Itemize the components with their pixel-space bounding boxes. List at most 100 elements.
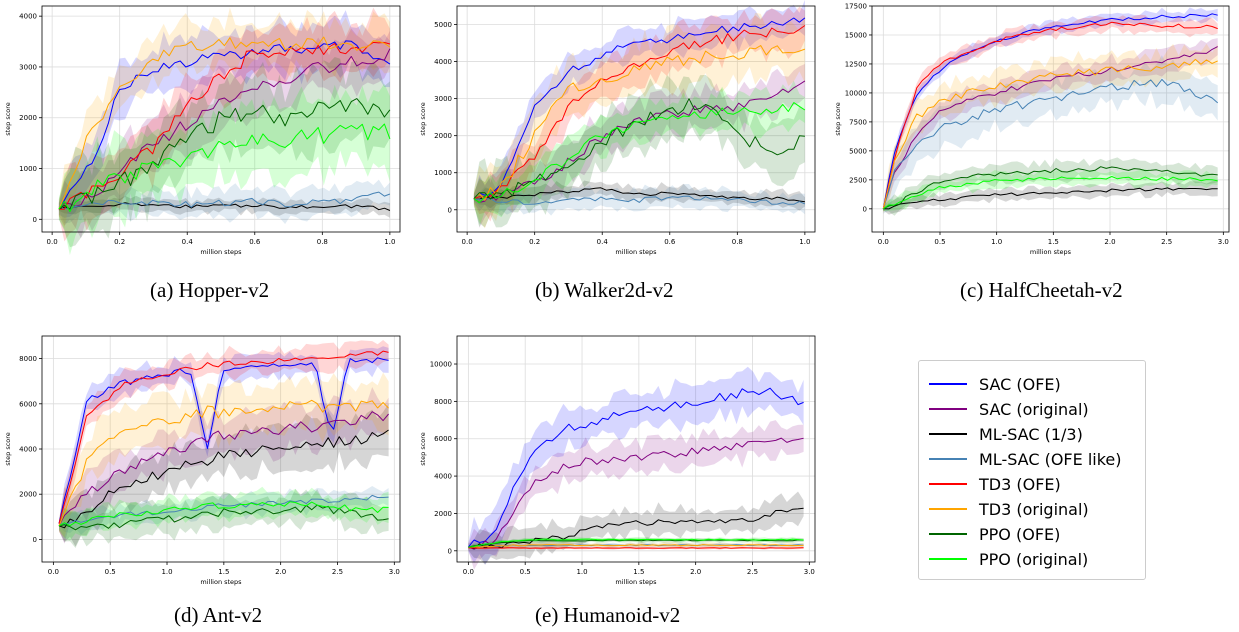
series-line-td3-original	[58, 399, 389, 526]
y-axis-label: step score	[419, 102, 427, 136]
x-tick-label: 1.0	[799, 238, 810, 246]
series-band-sac-ofe	[468, 366, 804, 565]
series-line-sac-original	[468, 437, 804, 550]
x-tick-label: 0.5	[520, 568, 531, 576]
x-tick-label: 2.0	[1104, 238, 1115, 246]
series-line-ppo-ofe	[883, 166, 1218, 210]
series-band-ml-sac-ofe-like	[473, 184, 805, 216]
y-axis-label: step score	[419, 432, 427, 466]
series-band-ml-sac-ofe-like	[883, 55, 1218, 214]
series-band-ml-sac-ofe-like	[58, 179, 390, 224]
series-band-td3-original	[59, 372, 389, 538]
series-line-td3-original	[468, 544, 804, 548]
y-tick-label: 17500	[845, 3, 867, 11]
x-tick-label: 1.0	[991, 238, 1002, 246]
series-line-ppo-original	[473, 102, 806, 204]
y-tick-label: 2000	[19, 114, 37, 122]
x-axis-label: million steps	[200, 578, 242, 586]
legend-item: TD3 (OFE)	[929, 473, 1061, 495]
y-tick-label: 3000	[434, 95, 452, 103]
series-band-td3-ofe	[473, 6, 805, 222]
y-tick-label: 10000	[430, 361, 452, 369]
x-tick-label: 3.0	[389, 568, 400, 576]
chart-humanoid-svg: 0.0 0.5 1.0 1.5 2.0 2.5 3.0 0 2000 4000 6000 8000 10…	[419, 335, 816, 586]
legend: SAC (OFE) SAC (original) ML-SAC (1/3) ML…	[918, 360, 1146, 580]
legend-label: SAC (original)	[979, 399, 1089, 419]
y-tick-label: 5000	[849, 147, 867, 155]
series-line-ml-sac-ofe-like	[473, 195, 806, 205]
y-tick-label: 0	[863, 205, 867, 213]
y-tick-label: 4000	[434, 58, 452, 66]
series-line-ml-sac-1-3	[883, 187, 1218, 210]
y-axis-label: step score	[834, 102, 842, 136]
x-tick-label: 0.5	[934, 238, 945, 246]
series-line-ml-sac-1-3	[473, 187, 805, 203]
x-tick-label: 3.0	[1218, 238, 1229, 246]
series-band-td3-original	[473, 12, 805, 229]
series-line-ppo-original	[58, 123, 391, 213]
series-line-ppo-original	[58, 501, 389, 527]
series-line-ml-sac-ofe-like	[58, 191, 391, 210]
x-tick-label: 0.2	[529, 238, 540, 246]
x-tick-label: 0.4	[597, 238, 609, 246]
y-axis-label: step score	[4, 102, 12, 136]
legend-label: TD3 (OFE)	[979, 474, 1061, 494]
x-tick-label: 1.0	[161, 568, 172, 576]
series-line-ppo-ofe	[58, 98, 391, 210]
series-line-sac-original	[473, 80, 806, 203]
y-tick-label: 8000	[434, 398, 452, 406]
series-band-ml-sac-ofe-like	[59, 486, 389, 535]
series-band-td3-ofe	[59, 340, 389, 527]
series-band-td3-original	[58, 7, 390, 229]
series-line-ppo-original	[468, 538, 804, 548]
series-band-sac-original	[58, 28, 390, 239]
y-tick-label: 8000	[19, 355, 37, 363]
axes-frame	[41, 335, 401, 563]
y-tick-label: 4000	[19, 446, 37, 454]
x-tick-label: 1.5	[1048, 238, 1059, 246]
series-line-td3-original	[882, 58, 1218, 209]
series-band-ml-sac-1-3	[473, 180, 805, 211]
x-axis-label: million steps	[1030, 248, 1072, 256]
y-tick-label: 3000	[19, 63, 37, 71]
series-line-td3-ofe	[468, 547, 804, 549]
x-tick-label: 2.5	[332, 568, 343, 576]
series-line-ml-sac-1-3	[468, 507, 804, 550]
caption-walker2d: (b) Walker2d-v2	[535, 278, 674, 302]
axes-frame	[456, 5, 816, 233]
series-band-ppo-original	[473, 80, 805, 227]
series-line-sac-original	[58, 48, 391, 210]
series-line-ppo-original	[883, 176, 1218, 210]
y-tick-label: 6000	[19, 400, 37, 408]
y-tick-label: 0	[33, 536, 37, 544]
x-axis-label: million steps	[200, 248, 242, 256]
legend-item: TD3 (original)	[929, 498, 1089, 520]
x-tick-label: 1.5	[218, 568, 229, 576]
x-axis-label: million steps	[615, 578, 657, 586]
series-band-td3-ofe	[58, 7, 390, 242]
legend-swatch	[929, 533, 967, 535]
series-line-td3-ofe	[58, 350, 389, 524]
x-tick-label: 1.5	[633, 568, 644, 576]
series-band-sac-original	[468, 420, 804, 570]
legend-swatch	[929, 383, 967, 385]
y-tick-label: 6000	[434, 435, 452, 443]
caption-halfcheetah: (c) HalfCheetah-v2	[960, 278, 1123, 302]
series-line-ml-sac-ofe-like	[58, 494, 389, 525]
y-tick-label: 1000	[434, 169, 452, 177]
x-tick-label: 0.6	[249, 238, 261, 246]
x-tick-label: 0.6	[664, 238, 676, 246]
chart-walker2d-svg: 0.0 0.2 0.4 0.6 0.8 1.0 0 1000 2000 3000 4000 5000 m…	[419, 0, 816, 256]
legend-item: ML-SAC (1/3)	[929, 423, 1083, 445]
legend-swatch	[929, 558, 967, 560]
caption-ant: (d) Ant-v2	[174, 603, 263, 627]
legend-label: PPO (OFE)	[979, 524, 1061, 544]
series-line-td3-ofe	[473, 25, 806, 200]
x-axis-label: million steps	[615, 248, 657, 256]
y-tick-label: 4000	[19, 13, 37, 21]
y-tick-label: 1000	[19, 165, 37, 173]
legend-swatch	[929, 458, 967, 460]
chart-humanoid: 0.0 0.5 1.0 1.5 2.0 2.5 3.0 0 2000 4000 6000 8000 10…	[415, 330, 825, 595]
x-tick-label: 0.0	[463, 568, 474, 576]
x-tick-label: 0.2	[114, 238, 125, 246]
